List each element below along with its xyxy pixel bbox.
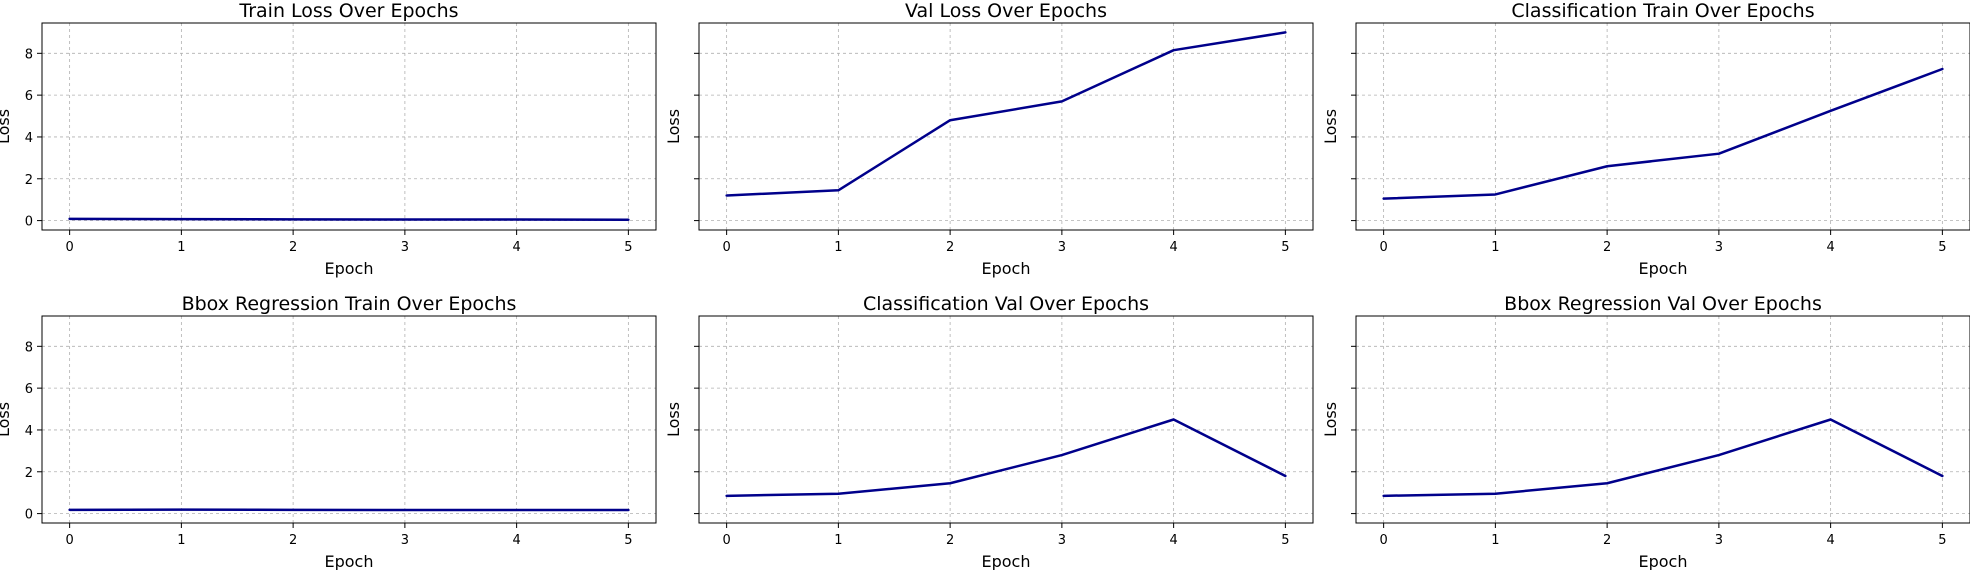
x-tick-label: 3 (1715, 533, 1723, 548)
x-tick-label: 5 (1938, 533, 1946, 548)
x-tick-label: 0 (1379, 240, 1387, 255)
axes-frame (698, 315, 1314, 524)
x-tick-label: 3 (401, 240, 409, 255)
x-tick-label: 0 (1379, 533, 1387, 548)
x-tick-label: 1 (1491, 240, 1499, 255)
y-tick-label: 6 (25, 89, 33, 104)
x-tick-label: 5 (1281, 533, 1289, 548)
x-tick-label: 1 (834, 533, 842, 548)
y-axis-label: Loss (664, 109, 683, 144)
axes-frame (41, 22, 657, 231)
x-tick-label: 1 (1491, 533, 1499, 548)
y-axis-label: Loss (0, 402, 13, 437)
x-tick-label: 0 (722, 240, 730, 255)
y-tick-label: 2 (25, 173, 33, 188)
y-tick-label: 6 (25, 382, 33, 397)
chart-title: Classification Train Over Epochs (1511, 0, 1814, 22)
y-axis-label: Loss (664, 402, 683, 437)
y-tick-label: 8 (25, 47, 33, 62)
x-tick-label: 4 (512, 533, 520, 548)
chart-title: Val Loss Over Epochs (905, 0, 1107, 22)
axes-frame (1355, 315, 1970, 524)
series-line (725, 418, 1287, 498)
x-tick-label: 5 (624, 240, 632, 255)
x-tick-label: 1 (834, 240, 842, 255)
x-tick-label: 5 (624, 533, 632, 548)
chart-title: Train Loss Over Epochs (238, 0, 458, 22)
x-axis-label: Epoch (1639, 552, 1688, 570)
x-tick-label: 3 (1715, 240, 1723, 255)
x-axis-label: Epoch (325, 552, 374, 570)
x-tick-label: 5 (1281, 240, 1289, 255)
chart-panel-3: 0 1 2 3 4 5 Classification Train Over Epochs Ep… (1321, 0, 1970, 278)
x-tick-label: 4 (1169, 240, 1177, 255)
y-tick-label: 0 (25, 215, 33, 230)
x-tick-label: 4 (512, 240, 520, 255)
chart-panel-6: 0 1 2 3 4 5 Bbox Regression Val Over Epochs Epo… (1321, 293, 1970, 570)
axes-frame (41, 315, 657, 524)
x-tick-label: 4 (1826, 240, 1834, 255)
x-tick-label: 3 (1058, 240, 1066, 255)
x-tick-label: 2 (946, 240, 954, 255)
x-tick-label: 0 (722, 533, 730, 548)
x-axis-label: Epoch (982, 259, 1031, 278)
chart-panel-2: 0 1 2 3 4 5 Val Loss Over Epochs Epoch Loss (664, 0, 1314, 278)
chart-title: Bbox Regression Train Over Epochs (182, 293, 517, 315)
x-tick-label: 4 (1169, 533, 1177, 548)
x-tick-label: 3 (1058, 533, 1066, 548)
y-axis-label: Loss (1321, 109, 1340, 144)
x-tick-label: 5 (1938, 240, 1946, 255)
y-tick-label: 4 (25, 131, 33, 146)
x-axis-label: Epoch (325, 259, 374, 278)
axes-frame (698, 22, 1314, 231)
x-tick-label: 0 (65, 240, 73, 255)
series-line (725, 31, 1287, 197)
y-tick-label: 2 (25, 466, 33, 481)
y-tick-label: 8 (25, 340, 33, 355)
chart-title: Classification Val Over Epochs (863, 293, 1149, 315)
series-line (68, 217, 630, 222)
y-axis-label: Loss (0, 109, 13, 144)
y-axis-label: Loss (1321, 402, 1340, 437)
y-tick-label: 4 (25, 424, 33, 439)
x-axis-label: Epoch (982, 552, 1031, 570)
x-tick-label: 2 (946, 533, 954, 548)
axes-frame (1355, 22, 1970, 231)
x-tick-label: 0 (65, 533, 73, 548)
series-line (1382, 418, 1944, 498)
chart-panel-5: 0 1 2 3 4 5 Classification Val Over Epochs Epoc… (664, 293, 1314, 570)
x-tick-label: 2 (289, 240, 297, 255)
x-tick-label: 1 (177, 240, 185, 255)
x-tick-label: 2 (1603, 240, 1611, 255)
x-tick-label: 4 (1826, 533, 1834, 548)
x-tick-label: 2 (1603, 533, 1611, 548)
chart-panel-1: 0 1 2 3 4 5 0 2 4 6 8 Train Loss Over Epochs Epoch Lo… (0, 0, 657, 278)
chart-title: Bbox Regression Val Over Epochs (1504, 293, 1822, 315)
y-tick-label: 0 (25, 508, 33, 523)
chart-panel-4: 0 1 2 3 4 5 0 2 4 6 8 Bbox Regression Train Over Ep… (0, 293, 657, 570)
x-tick-label: 2 (289, 533, 297, 548)
x-tick-label: 3 (401, 533, 409, 548)
x-tick-label: 1 (177, 533, 185, 548)
x-axis-label: Epoch (1639, 259, 1688, 278)
series-line (1382, 67, 1944, 200)
